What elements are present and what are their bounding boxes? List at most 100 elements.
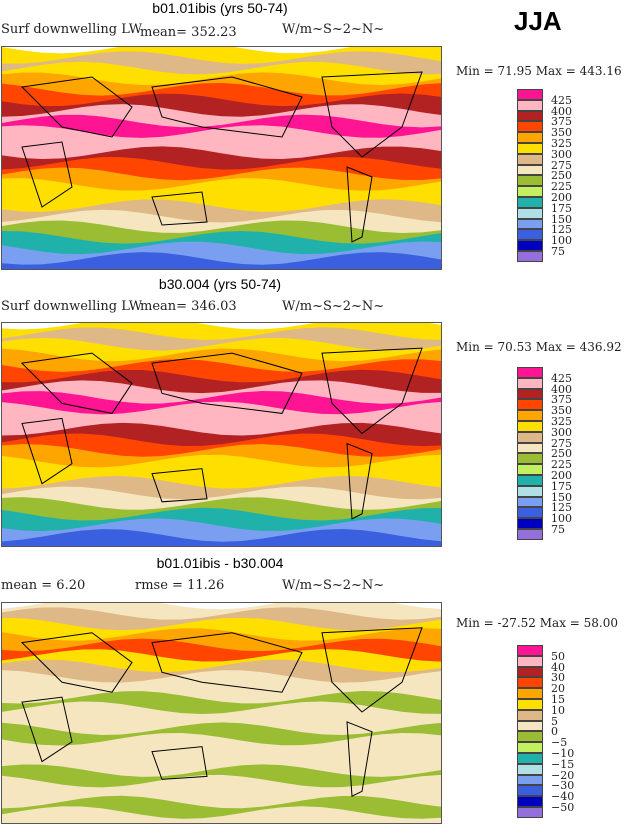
legend-swatch bbox=[517, 785, 543, 797]
legend-level-label: 125 bbox=[551, 223, 572, 237]
coastline bbox=[151, 191, 208, 226]
legend-level-label: 30 bbox=[551, 671, 565, 685]
panel-units: W/m~S~2~N~ bbox=[282, 578, 385, 593]
legend-swatch bbox=[517, 720, 543, 732]
legend-level-label: 20 bbox=[551, 682, 565, 696]
legend-level-label: 50 bbox=[551, 649, 565, 663]
contour-map bbox=[1, 596, 442, 824]
min-max-label: Min = 70.53 Max = 436.92 bbox=[456, 340, 622, 354]
legend-level-label: 125 bbox=[551, 501, 572, 515]
coastline bbox=[151, 746, 208, 780]
coastline bbox=[21, 696, 73, 763]
legend-swatch bbox=[517, 388, 543, 400]
legend-level-label: 375 bbox=[551, 393, 572, 407]
contour-band bbox=[2, 806, 442, 823]
legend-swatch bbox=[517, 110, 543, 122]
legend-swatch bbox=[517, 806, 543, 818]
legend-level-label: 375 bbox=[551, 115, 572, 129]
legend-swatch bbox=[517, 742, 543, 753]
legend-swatch bbox=[517, 186, 543, 197]
legend-level-label: 10 bbox=[551, 703, 565, 717]
contour-band bbox=[2, 529, 442, 546]
legend-swatch bbox=[517, 518, 543, 529]
contour-band bbox=[2, 252, 442, 269]
color-legend: 425 400 375 350 325 300 275 250 225 200 175 150 125 1… bbox=[517, 367, 572, 540]
legend-level-label: 425 bbox=[551, 93, 572, 107]
legend-swatch bbox=[517, 655, 543, 667]
coastline bbox=[151, 632, 303, 693]
legend-swatch bbox=[517, 731, 543, 743]
legend-swatch bbox=[517, 142, 543, 154]
legend-swatch bbox=[517, 399, 543, 411]
legend-level-label: 275 bbox=[551, 158, 572, 172]
legend-swatch bbox=[517, 377, 543, 389]
legend-level-label: 325 bbox=[551, 415, 572, 428]
legend-swatch bbox=[517, 431, 543, 443]
color-legend: 425 400 375 350 325 300 275 250 225 200 175 150 125 1… bbox=[517, 89, 572, 262]
coastline bbox=[151, 468, 208, 503]
legend-swatch bbox=[517, 196, 543, 208]
legend-swatch bbox=[517, 367, 543, 378]
panel-mid-label: mean= 346.03 bbox=[140, 299, 237, 314]
legend-swatch bbox=[517, 485, 543, 497]
legend-level-label: 175 bbox=[551, 479, 572, 493]
season-label: JJA bbox=[514, 6, 562, 36]
legend-swatch bbox=[517, 164, 543, 176]
coastline bbox=[321, 71, 423, 158]
legend-swatch bbox=[517, 688, 543, 699]
legend-swatch bbox=[517, 99, 543, 111]
legend-swatch bbox=[517, 763, 543, 775]
legend-level-label: 400 bbox=[551, 104, 572, 118]
legend-swatch bbox=[517, 698, 543, 710]
legend-swatch bbox=[517, 774, 543, 786]
panel-mid-label: mean= 352.23 bbox=[140, 25, 237, 40]
legend-level-label: −40 bbox=[551, 790, 575, 804]
legend-swatch bbox=[517, 207, 543, 219]
legend-swatch bbox=[517, 175, 543, 187]
panel-title: b01.01ibis - b30.004 bbox=[156, 555, 284, 571]
legend-swatch bbox=[517, 153, 543, 165]
legend-swatch bbox=[517, 496, 543, 508]
legend-level-label: 225 bbox=[551, 180, 572, 194]
legend-swatch bbox=[517, 709, 543, 721]
legend-swatch bbox=[517, 666, 543, 678]
legend-level-label: 275 bbox=[551, 436, 572, 450]
coastline bbox=[20, 76, 133, 138]
legend-level-label: 350 bbox=[551, 126, 572, 140]
legend-level-label: −15 bbox=[551, 757, 575, 771]
legend-swatch bbox=[517, 121, 543, 133]
legend-level-label: −10 bbox=[551, 747, 575, 760]
legend-level-label: 425 bbox=[551, 371, 572, 385]
legend-level-label: 15 bbox=[551, 693, 565, 706]
legend-swatch bbox=[517, 752, 543, 764]
contour-map bbox=[1, 40, 442, 270]
coastline bbox=[321, 347, 423, 435]
legend-level-label: 75 bbox=[551, 523, 565, 536]
legend-level-label: −20 bbox=[551, 768, 575, 782]
legend-level-label: 300 bbox=[551, 147, 572, 161]
legend-swatch bbox=[517, 464, 543, 475]
legend-level-label: 100 bbox=[551, 512, 572, 526]
legend-swatch bbox=[517, 229, 543, 241]
panel-left-label: Surf downwelling LW bbox=[1, 22, 143, 37]
legend-swatch bbox=[517, 453, 543, 465]
legend-level-label: −50 bbox=[551, 801, 575, 814]
legend-level-label: 75 bbox=[551, 245, 565, 258]
color-legend: 50 40 30 20 15 10 5 0 −5 −10 −15 −20 −30 −40 −50 bbox=[517, 645, 574, 818]
legend-level-label: 250 bbox=[551, 447, 572, 461]
legend-swatch bbox=[517, 218, 543, 230]
legend-level-label: 250 bbox=[551, 169, 572, 183]
legend-swatch bbox=[517, 420, 543, 432]
legend-swatch bbox=[517, 250, 543, 262]
min-max-label: Min = -27.52 Max = 58.00 bbox=[456, 616, 619, 630]
min-max-label: Min = 71.95 Max = 443.16 bbox=[456, 64, 622, 78]
legend-swatch bbox=[517, 528, 543, 540]
legend-swatch bbox=[517, 796, 543, 807]
coastline bbox=[21, 417, 73, 485]
panel-title: b01.01ibis (yrs 50-74) bbox=[152, 0, 288, 16]
coastline bbox=[346, 721, 373, 798]
legend-level-label: −5 bbox=[551, 736, 568, 750]
panel-left-label: Surf downwelling LW bbox=[1, 299, 143, 314]
panel-units: W/m~S~2~N~ bbox=[282, 299, 385, 314]
legend-swatch bbox=[517, 442, 543, 454]
